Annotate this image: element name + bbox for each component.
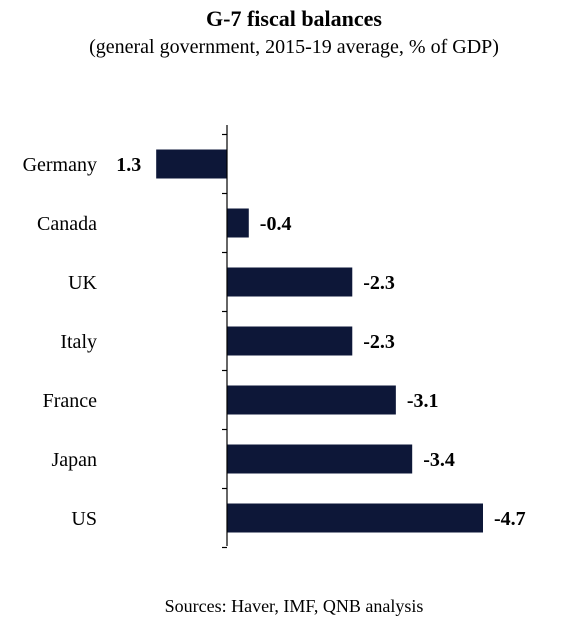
category-label-uk: UK	[68, 272, 97, 294]
category-label-canada: Canada	[37, 213, 97, 235]
value-label-japan: -3.4	[423, 449, 455, 471]
bar-italy	[227, 326, 353, 356]
category-label-germany: Germany	[23, 154, 97, 176]
bar-japan	[227, 444, 413, 474]
value-label-canada: -0.4	[260, 213, 292, 235]
category-label-japan: Japan	[51, 449, 97, 471]
value-label-france: -3.1	[407, 390, 439, 412]
bar-uk	[227, 267, 353, 297]
bar-germany	[156, 149, 227, 179]
bar-canada	[227, 208, 249, 238]
chart-title: G-7 fiscal balances	[206, 6, 382, 31]
value-label-us: -4.7	[494, 508, 526, 530]
category-label-france: France	[43, 390, 98, 412]
category-label-italy: Italy	[60, 331, 97, 353]
value-label-italy: -2.3	[363, 331, 395, 353]
source-note: Sources: Haver, IMF, QNB analysis	[164, 596, 424, 616]
chart-subtitle: (general government, 2015-19 average, % …	[89, 36, 499, 58]
category-label-us: US	[71, 508, 97, 530]
bar-france	[227, 385, 396, 415]
bar-us	[227, 503, 483, 533]
value-label-uk: -2.3	[363, 272, 395, 294]
value-label-germany: 1.3	[116, 154, 141, 176]
